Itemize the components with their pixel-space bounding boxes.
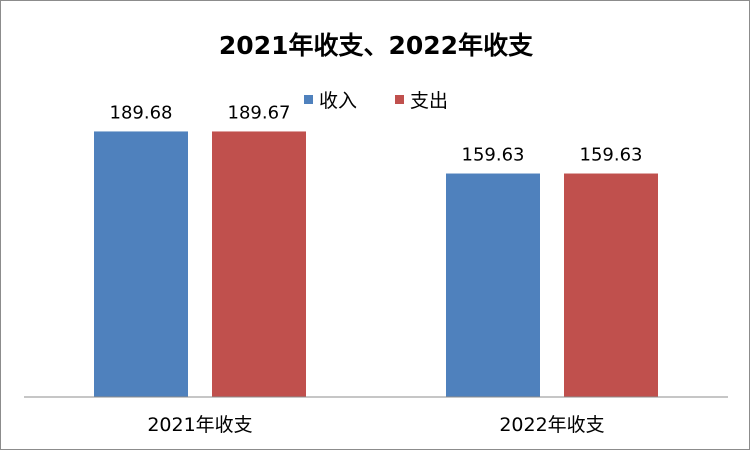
bar-income-1 (446, 173, 540, 397)
bar-expense-1 (564, 173, 658, 397)
labels-layer: 189.68 189.67 2021年收支 159.63 159.63 2022年收支 (110, 102, 643, 436)
legend-item-income: 收入 (303, 86, 357, 113)
data-label-expense-0: 189.67 (228, 102, 291, 123)
bars-layer (94, 131, 658, 397)
category-label-1: 2022年收支 (499, 414, 604, 436)
bar-income-0 (94, 131, 188, 397)
bar-expense-0 (212, 131, 306, 397)
category-label-0: 2021年收支 (147, 414, 252, 436)
chart-title: 2021年收支、2022年收支 (218, 31, 534, 60)
legend-label-expense: 支出 (410, 90, 449, 112)
legend-swatch-income (303, 95, 313, 104)
data-label-expense-1: 159.63 (580, 145, 643, 166)
legend-item-expense: 支出 (395, 86, 448, 113)
data-label-income-1: 159.63 (462, 145, 525, 166)
legend-label-income: 收入 (318, 90, 357, 112)
data-label-income-0: 189.68 (110, 102, 173, 123)
legend: 收入 支出 (0, 86, 752, 113)
legend-swatch-expense (395, 95, 404, 104)
